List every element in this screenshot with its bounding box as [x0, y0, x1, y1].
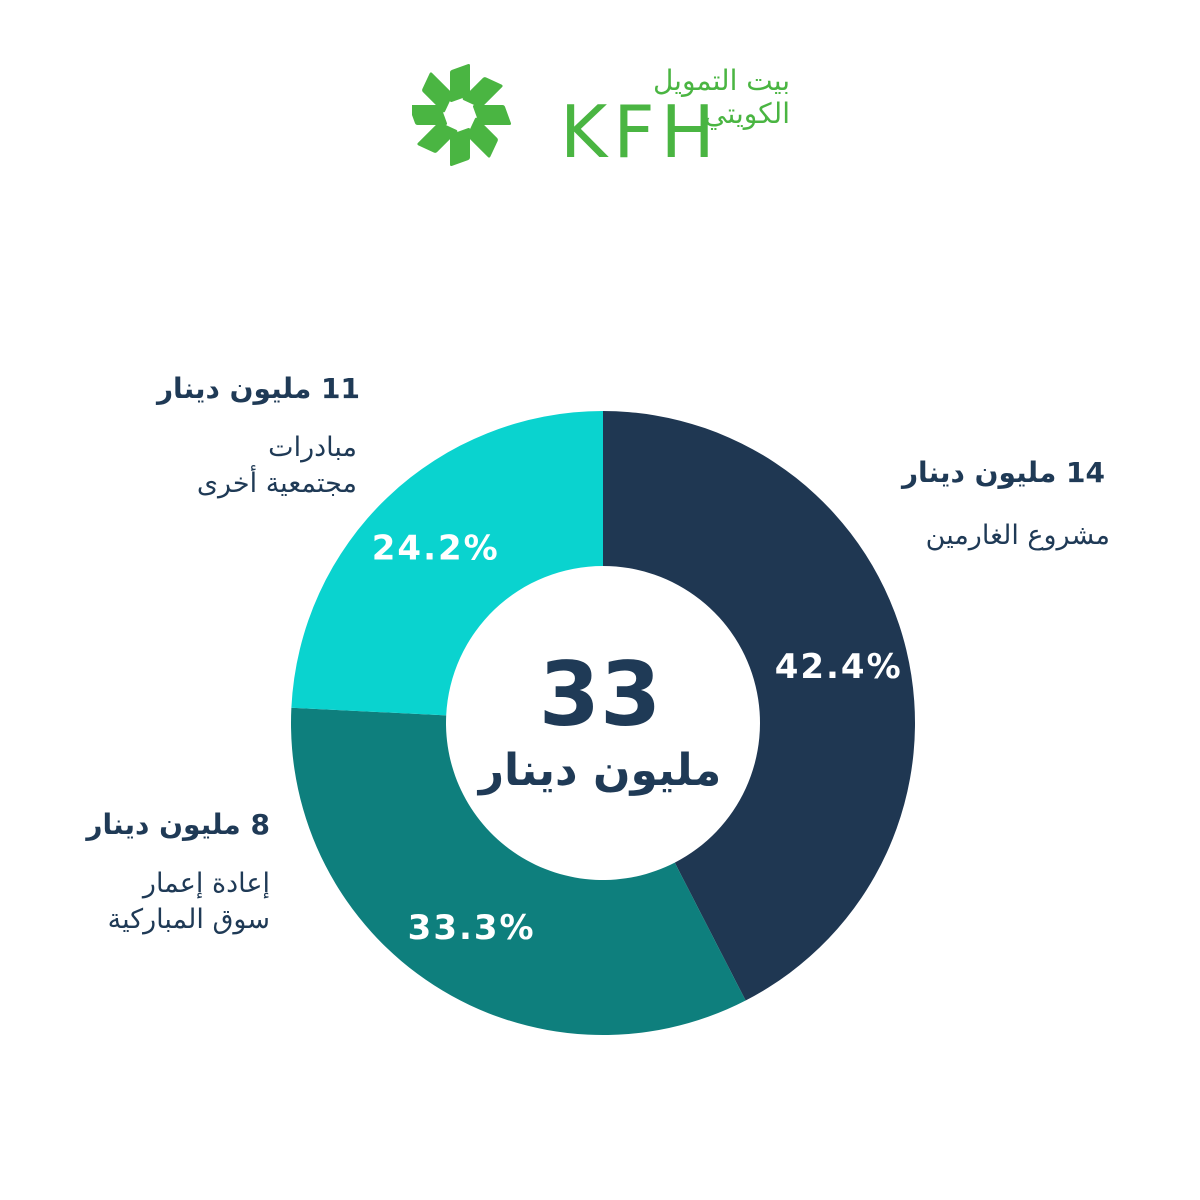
slice-percent-label: 42.4%	[775, 647, 903, 687]
slice-amount-label: 11 مليون دينار	[156, 372, 360, 405]
brand-arabic-name: بيت التمويل الكويتي	[652, 64, 790, 130]
slice-amount-label: 8 مليون دينار	[86, 808, 270, 841]
center-total-value: 33	[538, 643, 662, 746]
slice-name-label: مشروع الغارمين	[925, 520, 1110, 551]
pie-slice	[291, 707, 746, 1035]
slice-name-label: سوق المباركية	[107, 904, 270, 935]
kfh-emblem-icon	[412, 63, 512, 167]
slice-percent-label: 24.2%	[372, 528, 500, 568]
slice-name-label: مبادرات	[268, 432, 357, 463]
slice-amount-label: 14 مليون دينار	[901, 456, 1105, 489]
slice-name-label: مجتمعية أخرى	[196, 468, 357, 499]
center-total-unit: مليون دينار	[478, 745, 722, 796]
pie-slice	[603, 411, 916, 1001]
pie-slice	[291, 411, 603, 716]
slice-name-label: إعادة إعمار	[142, 868, 270, 899]
brand-latin-name: KFH	[560, 90, 721, 174]
kfh-logo	[412, 63, 512, 167]
slice-percent-label: 33.3%	[408, 908, 536, 948]
